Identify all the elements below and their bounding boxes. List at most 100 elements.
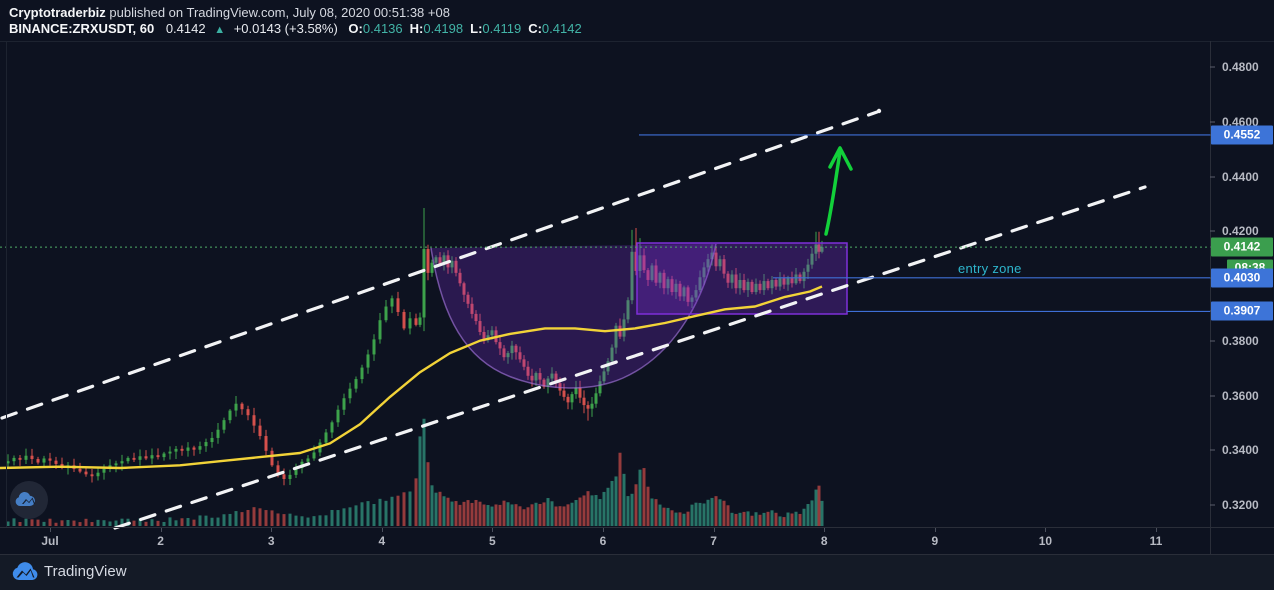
- volume-bar: [354, 505, 358, 526]
- volume-bar: [566, 504, 570, 526]
- candle-body: [670, 279, 674, 293]
- volume-bar: [806, 504, 810, 526]
- volume-bar: [264, 510, 268, 526]
- lower-trendline[interactable]: [113, 185, 1147, 530]
- candle-body: [674, 283, 678, 293]
- volume-bar: [434, 492, 438, 526]
- volume-bar: [454, 501, 458, 526]
- volume-bar: [522, 509, 526, 526]
- volume-bar: [42, 521, 46, 526]
- volume-bar: [766, 511, 770, 526]
- candle-body: [586, 405, 590, 409]
- ohlc-value: 0.4119: [482, 21, 522, 36]
- volume-bar: [24, 518, 28, 526]
- volume-bar: [594, 495, 598, 526]
- price-chip-0.4142: 0.4142: [1211, 237, 1273, 257]
- candle-body: [90, 474, 94, 477]
- candle-body: [324, 432, 328, 443]
- price-tick-mark: [1210, 66, 1215, 68]
- candle-body: [514, 345, 518, 353]
- candle-body: [786, 277, 790, 285]
- price-tick-label: 0.4200: [1222, 224, 1259, 239]
- candle-body: [330, 422, 334, 433]
- cup-fill[interactable]: [431, 244, 716, 389]
- candle-body: [288, 474, 292, 479]
- volume-bar: [666, 507, 670, 526]
- consolidation-rectangle[interactable]: [636, 242, 848, 315]
- candle-body: [802, 271, 806, 282]
- byline: Cryptotraderbiz published on TradingView…: [9, 5, 450, 20]
- brand-name[interactable]: TradingView: [44, 563, 127, 580]
- published-text: published on TradingView.com, July 08, 2…: [105, 5, 450, 20]
- volume-bar: [530, 504, 534, 526]
- volume-bar: [562, 506, 566, 526]
- candle-body: [658, 272, 662, 283]
- ohlc-value: 0.4142: [541, 21, 582, 36]
- volume-bar: [414, 478, 418, 526]
- candle-body: [482, 331, 486, 341]
- candle-body: [666, 279, 670, 289]
- cup-arc[interactable]: [430, 243, 717, 389]
- arrow-shaft[interactable]: [824, 150, 842, 236]
- time-tick-mark: [50, 528, 51, 532]
- candle-body: [578, 387, 582, 398]
- volume-bar: [306, 517, 310, 526]
- volume-bar: [114, 520, 118, 526]
- candle-body: [384, 306, 388, 321]
- volume-bar: [578, 497, 582, 526]
- time-tick-label: 7: [710, 534, 717, 548]
- time-tick-mark: [713, 528, 715, 532]
- volume-bar: [366, 501, 370, 526]
- volume-bar: [18, 522, 22, 526]
- volume-bar: [402, 492, 406, 526]
- volume-bar: [734, 513, 738, 526]
- volume-bar: [502, 500, 506, 526]
- volume-bar: [642, 468, 646, 526]
- time-tick-label: 9: [931, 534, 939, 548]
- candle-body: [120, 461, 124, 464]
- candle-body: [622, 319, 626, 337]
- volume-bars: [6, 418, 824, 526]
- volume-bar: [378, 498, 382, 526]
- volume-bar: [646, 486, 650, 526]
- volume-bar: [622, 473, 626, 526]
- candle-body: [726, 273, 730, 283]
- upper-trendline[interactable]: [0, 110, 879, 420]
- candle-body: [48, 458, 52, 461]
- candle-body: [526, 366, 530, 376]
- volume-bar: [582, 495, 586, 526]
- ohlc-label: H:: [409, 21, 424, 36]
- volume-bar: [6, 521, 10, 526]
- candle-body: [414, 318, 418, 325]
- time-tick-label: 5: [489, 534, 496, 548]
- volume-bar: [144, 521, 148, 526]
- volume-bar: [324, 515, 328, 526]
- volume-bar: [786, 512, 790, 526]
- volume-bar: [390, 496, 394, 526]
- candle-body: [706, 259, 710, 268]
- candle-body: [546, 378, 550, 387]
- candle-body: [678, 283, 682, 297]
- candle-body: [762, 281, 766, 291]
- volume-bar: [798, 513, 802, 526]
- candle-body: [466, 294, 470, 304]
- entry-zone-label[interactable]: entry zone: [958, 261, 1022, 276]
- candle-body: [710, 252, 714, 260]
- volume-bar: [650, 498, 654, 526]
- volume-bar: [702, 503, 706, 526]
- time-tick-label: 2: [157, 534, 164, 548]
- footer-bar: TradingView: [0, 555, 1274, 590]
- candle-body: [24, 455, 28, 460]
- volume-bar: [252, 507, 256, 526]
- candle-body: [408, 318, 412, 329]
- volume-bar: [294, 515, 298, 526]
- volume-bar: [514, 504, 518, 526]
- footer-border: [0, 554, 1274, 555]
- volume-bar: [820, 500, 824, 526]
- ohlc-value: 0.4136: [362, 21, 403, 36]
- price-levels: [0, 134, 1210, 313]
- volume-bar: [590, 495, 594, 526]
- candle-body: [550, 373, 554, 379]
- time-tick-label: 11: [1149, 534, 1163, 548]
